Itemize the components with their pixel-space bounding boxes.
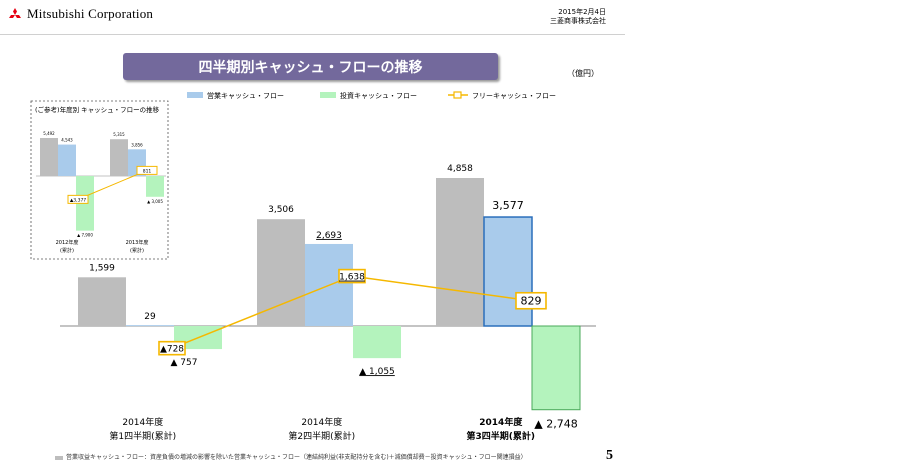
label-operating-cf-2: 2,693 xyxy=(316,231,342,241)
bar-investing-cf-3 xyxy=(531,325,581,411)
company-name-jp: 三菱商事株式会社 xyxy=(550,17,606,25)
free-cf-marker-1 xyxy=(158,340,186,356)
page-number: 5 xyxy=(606,448,613,463)
slide-title-text: 四半期別キャッシュ・フローの推移 xyxy=(198,59,423,76)
inset-label-free-cf-1: ▲3,377 xyxy=(70,197,86,203)
inset-bar-operating-cf-1 xyxy=(58,144,76,176)
free-cf-marker-2 xyxy=(338,268,366,284)
inset-label-investing-cf-1: ▲ 7,900 xyxy=(77,233,93,238)
bar-operating-cf-1 xyxy=(126,325,174,327)
category-label-2-1: 2014年度 xyxy=(301,416,342,428)
legend-marker-free-cf xyxy=(453,91,462,99)
bar-gray-2 xyxy=(257,219,305,326)
company-logo: Mitsubishi Corporation xyxy=(8,6,153,22)
three-diamonds-icon xyxy=(9,7,21,18)
label-operating-cf-3: 3,577 xyxy=(492,199,524,212)
category-label-1-2: 第1四半期(累計) xyxy=(109,430,176,442)
bar-gray-1 xyxy=(78,277,126,326)
label-gray-1: 1,599 xyxy=(89,263,115,273)
category-label-3-1: 2014年度 xyxy=(479,416,523,428)
label-investing-cf-1: ▲ 757 xyxy=(171,358,198,368)
label-free-cf-2: 1,638 xyxy=(339,273,365,283)
footnote-swatch xyxy=(55,455,63,460)
inset-category-label-1-2: (累計) xyxy=(60,247,74,254)
inset-label-gray-1: 5,492 xyxy=(43,131,55,136)
label-investing-cf-3: ▲ 2,748 xyxy=(534,418,577,431)
footnote: 営業収益キャッシュ・フロー：資産負債の増減の影響を除いた営業キャッシュ・フロー（… xyxy=(55,452,527,461)
label-gray-2: 3,506 xyxy=(268,205,294,215)
bar-gray-3 xyxy=(436,178,484,326)
inset-title: (ご参考)年度別 キャッシュ・フローの推移 xyxy=(35,105,160,114)
legend-swatch-2 xyxy=(320,92,336,98)
footnote-text: 営業収益キャッシュ・フロー：資産負債の増減の影響を除いた営業キャッシュ・フロー（… xyxy=(66,454,527,461)
slide-title: 四半期別キャッシュ・フローの推移 xyxy=(123,53,498,80)
label-investing-cf-2: ▲ 1,055 xyxy=(359,367,395,377)
category-label-1-1: 2014年度 xyxy=(122,416,163,428)
header-date-block: 2015年2月4日 三菱商事株式会社 xyxy=(550,8,606,26)
inset-label-operating-cf-2: 3,856 xyxy=(131,142,143,147)
label-operating-cf-1: 29 xyxy=(144,312,156,322)
bar-investing-cf-2 xyxy=(353,326,401,359)
inset-frame xyxy=(30,100,169,260)
free-cf-marker-3 xyxy=(515,291,547,310)
legend-label-3: フリーキャッシュ・フロー xyxy=(472,92,556,100)
inset-bar-gray-1 xyxy=(40,138,58,176)
inset-free-cf-marker-2 xyxy=(136,165,158,175)
label-free-cf-1: ▲728 xyxy=(160,345,184,355)
report-date: 2015年2月4日 xyxy=(558,8,606,16)
inset-free-cf-marker-1 xyxy=(67,194,89,204)
bar-operating-cf-3 xyxy=(483,216,533,327)
inset-bar-investing-cf-2 xyxy=(146,176,164,197)
inset-free-cf-line xyxy=(77,169,148,200)
legend-swatch-1 xyxy=(187,92,203,98)
inset-category-label-2-2: (累計) xyxy=(130,247,144,254)
inset-category-label-2-1: 2013年度 xyxy=(126,239,149,246)
label-free-cf-3: 829 xyxy=(521,295,542,308)
inset-category-label-1-1: 2012年度 xyxy=(56,239,79,246)
header-divider xyxy=(0,34,625,35)
inset-label-operating-cf-1: 4,543 xyxy=(61,138,73,143)
category-label-2-2: 第2四半期(累計) xyxy=(288,430,355,442)
inset-label-gray-2: 5,315 xyxy=(113,132,125,137)
legend-label-1: 営業キャッシュ・フロー xyxy=(207,91,284,100)
company-name: Mitsubishi Corporation xyxy=(27,6,154,21)
inset-bar-gray-2 xyxy=(110,139,128,176)
legend-label-2: 投資キャッシュ・フロー xyxy=(340,91,417,100)
unit-label: （億円） xyxy=(567,69,599,78)
category-label-3-2: 第3四半期(累計) xyxy=(467,430,536,442)
label-gray-3: 4,858 xyxy=(447,164,473,174)
inset-label-free-cf-2: 811 xyxy=(143,168,152,174)
inset-label-investing-cf-2: ▲ 3,005 xyxy=(147,199,163,204)
